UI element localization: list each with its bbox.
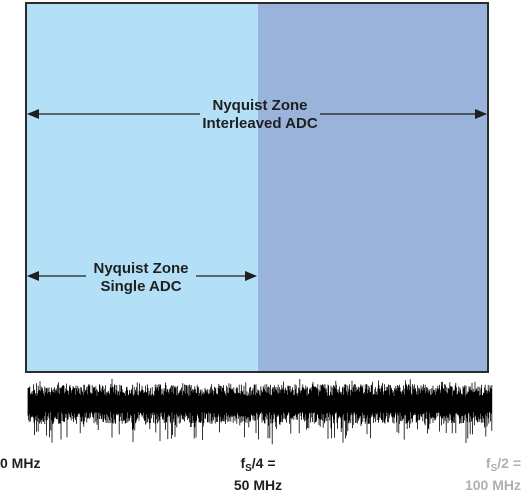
single-zone-label-line1: Nyquist Zone (93, 260, 189, 277)
interleaved-zone-label-line1: Nyquist Zone (212, 97, 308, 114)
axis-label-fs4-rest: /4 = (251, 455, 276, 471)
interleaved-extra-zone-region (258, 3, 488, 372)
axis-label-zero: 0 MHz (0, 455, 40, 472)
axis-label-fs4-value: 50 MHz (233, 477, 283, 493)
single-zone-label-line2: Single ADC (100, 278, 182, 295)
axis-label-fs4-formula: fS/4 = (208, 455, 308, 477)
single-zone-label: Nyquist Zone Single ADC (76, 260, 206, 296)
noise-waveform-path (27, 378, 493, 445)
single-adc-zone-region (26, 3, 258, 372)
interleaved-zone-label: Nyquist Zone Interleaved ADC (180, 97, 340, 133)
axis-label-fs4-sub: S (245, 463, 252, 474)
axis-label-fs2-value: 100 MHz (464, 477, 521, 493)
interleaved-zone-label-line2: Interleaved ADC (202, 115, 318, 132)
axis-label-fs2-rest: /2 = (497, 455, 521, 471)
axis-label-fs2-formula: fS/2 = (441, 455, 521, 477)
noise-floor-waveform (27, 378, 493, 445)
spectrum-frame (25, 2, 489, 373)
axis-label-fs2-f: f (485, 455, 491, 471)
axis-label-fs2: fS/2 = 100 MHz (441, 455, 521, 494)
axis-label-fs2-sub: S (490, 463, 498, 474)
axis-label-fs4: fS/4 = 50 MHz (208, 455, 308, 494)
axis-label-zero-text: 0 MHz (0, 455, 41, 471)
axis-label-fs4-f: f (240, 455, 246, 471)
